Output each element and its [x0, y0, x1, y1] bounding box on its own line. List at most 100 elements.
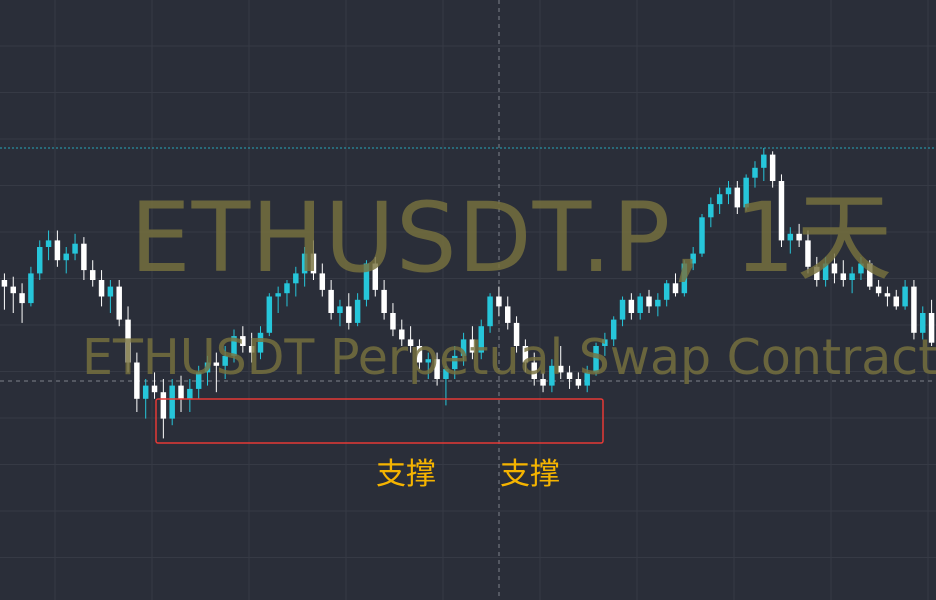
- candle-up: [63, 253, 69, 261]
- candle-up: [293, 273, 299, 284]
- candle-up: [690, 253, 696, 264]
- candle-up: [637, 296, 643, 313]
- candle-up: [478, 326, 484, 353]
- candle-down: [434, 359, 440, 379]
- candle-down: [213, 362, 220, 366]
- candle-up: [266, 296, 273, 333]
- candle-up: [363, 263, 370, 300]
- candle-down: [566, 372, 573, 379]
- candle-up: [743, 177, 749, 208]
- candle-up: [284, 283, 290, 294]
- candle-down: [840, 273, 847, 280]
- candle-down: [875, 286, 882, 294]
- candle-up: [610, 319, 617, 340]
- candle-up: [787, 233, 794, 241]
- candle-up: [301, 253, 308, 274]
- support-zone-box: [155, 398, 604, 444]
- candle-up: [222, 355, 228, 366]
- candle-up: [761, 154, 767, 168]
- candle-down: [416, 346, 423, 363]
- candle-down: [98, 280, 105, 297]
- candle-down: [531, 362, 537, 379]
- candle-up: [28, 273, 34, 304]
- candle-down: [54, 240, 61, 261]
- support-label: 支撑: [376, 457, 436, 492]
- candle-up: [275, 293, 281, 297]
- candle-down: [81, 243, 87, 271]
- candle-up: [337, 306, 343, 313]
- candle-down: [513, 322, 520, 346]
- candle-down: [628, 299, 635, 313]
- candle-down: [134, 362, 140, 399]
- candle-up: [72, 243, 78, 254]
- candle-up: [602, 339, 608, 346]
- candle-down: [646, 296, 652, 307]
- candle-down: [89, 270, 96, 280]
- candle-down: [319, 273, 326, 290]
- candle-down: [346, 306, 352, 323]
- candle-down: [381, 289, 387, 313]
- candle-up: [549, 365, 555, 386]
- candle-down: [893, 296, 900, 307]
- candle-up: [204, 362, 211, 373]
- candle-down: [884, 293, 891, 297]
- candle-down: [469, 339, 476, 353]
- candle-down: [10, 286, 16, 294]
- candle-up: [487, 296, 493, 327]
- candle-up: [354, 299, 361, 323]
- candle-up: [708, 204, 714, 218]
- candle-down: [310, 253, 317, 274]
- candle-down: [867, 263, 873, 287]
- candle-down: [19, 293, 25, 304]
- candle-up: [425, 359, 432, 363]
- candle-up: [822, 263, 829, 280]
- candle-down: [805, 240, 811, 267]
- candle-up: [752, 167, 758, 178]
- candle-down: [240, 336, 246, 346]
- candle-down: [796, 233, 802, 241]
- candle-down: [328, 289, 334, 313]
- candle-up: [107, 286, 114, 297]
- candle-down: [178, 385, 184, 399]
- candle-up: [699, 217, 705, 254]
- candle-down: [248, 346, 255, 353]
- candle-down: [504, 306, 511, 323]
- candle-up: [584, 372, 590, 386]
- candle-down: [151, 385, 158, 393]
- candle-down: [1, 280, 8, 287]
- candle-down: [557, 365, 564, 373]
- candle-down: [407, 339, 414, 346]
- candle-up: [452, 355, 458, 370]
- candle-up: [231, 336, 237, 356]
- candle-up: [45, 240, 52, 247]
- candle-up: [36, 247, 43, 274]
- candle-down: [831, 263, 838, 274]
- candle-down: [540, 379, 546, 386]
- candle-down: [116, 286, 122, 320]
- candle-down: [522, 346, 529, 363]
- candle-down: [814, 266, 820, 280]
- candle-up: [725, 187, 732, 195]
- candle-down: [575, 379, 582, 386]
- candle-down: [160, 392, 167, 419]
- support-label: 支撑: [500, 457, 560, 492]
- candle-up: [858, 263, 864, 274]
- candle-down: [928, 313, 935, 343]
- candle-up: [920, 313, 926, 333]
- candle-down: [399, 329, 405, 340]
- candle-down: [672, 283, 679, 294]
- candle-up: [655, 299, 661, 307]
- candle-down: [390, 313, 396, 330]
- candle-up: [195, 372, 202, 389]
- candle-up: [716, 194, 723, 205]
- candle-up: [257, 332, 264, 353]
- candle-up: [460, 339, 467, 356]
- candle-down: [496, 296, 502, 307]
- candle-down: [911, 286, 917, 333]
- candles: [1, 148, 935, 439]
- candle-up: [663, 283, 670, 300]
- candle-up: [849, 273, 855, 280]
